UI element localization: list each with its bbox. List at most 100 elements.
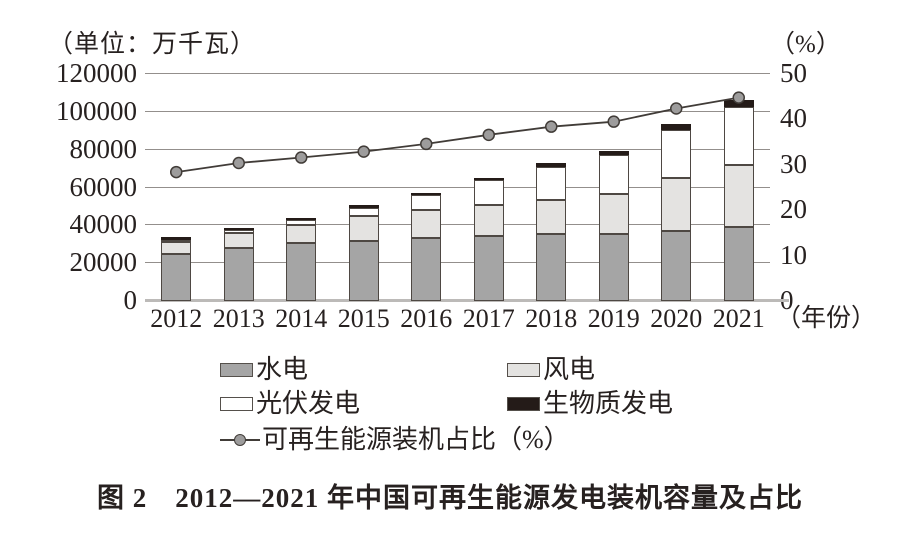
share-marker-2012 bbox=[170, 165, 183, 179]
bar-segment-biomass-2016 bbox=[411, 192, 442, 196]
legend-item-wind: 风电 bbox=[507, 357, 595, 383]
share-marker-2020 bbox=[670, 102, 683, 115]
gridline-20000 bbox=[145, 262, 770, 264]
left-tick-120000: 120000 bbox=[56, 58, 137, 88]
legend-row-1: 水电 风电 bbox=[220, 357, 595, 383]
x-axis-line bbox=[145, 299, 789, 302]
x-tick-2018: 2018 bbox=[525, 304, 578, 333]
share-marker-2019 bbox=[607, 115, 620, 128]
bar-segment-biomass-2014 bbox=[286, 217, 317, 221]
bar-segment-biomass-2015 bbox=[348, 205, 379, 208]
bar-segment-biomass-2019 bbox=[598, 150, 629, 156]
bar-segment-wind-2015 bbox=[348, 215, 379, 241]
x-tick-2017: 2017 bbox=[462, 304, 515, 333]
bar-segment-hydro-2019 bbox=[598, 233, 629, 301]
x-tick-2020: 2020 bbox=[650, 304, 703, 333]
solar-swatch-icon bbox=[220, 397, 253, 411]
bar-segment-hydro-2020 bbox=[661, 230, 692, 301]
bar-segment-hydro-2013 bbox=[223, 247, 254, 301]
bar-segment-solar-2018 bbox=[536, 166, 567, 200]
bar-segment-solar-2021 bbox=[723, 106, 754, 165]
bar-segment-hydro-2016 bbox=[411, 238, 442, 301]
hydro-swatch-icon bbox=[220, 363, 253, 377]
bar-segment-wind-2016 bbox=[411, 210, 442, 239]
right-tick-20: 20 bbox=[780, 194, 807, 225]
bar-segment-solar-2012 bbox=[161, 239, 192, 243]
bar-segment-hydro-2014 bbox=[286, 243, 317, 301]
bar-segment-wind-2013 bbox=[223, 233, 254, 248]
bar-segment-solar-2015 bbox=[348, 207, 379, 216]
bar-segment-solar-2016 bbox=[411, 195, 442, 211]
right-tick-10: 10 bbox=[780, 239, 807, 270]
gridline-100000 bbox=[145, 110, 770, 112]
share-marker-2013 bbox=[232, 156, 245, 170]
bar-segment-wind-2021 bbox=[723, 164, 754, 228]
figure-caption: 图 2 2012—2021 年中国可再生能源发电装机容量及占比 bbox=[97, 483, 803, 513]
bar-segment-wind-2018 bbox=[536, 199, 567, 235]
right-tick-30: 30 bbox=[780, 148, 807, 179]
left-tick-80000: 80000 bbox=[69, 133, 138, 164]
legend-label-share: 可再生能源装机占比（%） bbox=[262, 425, 570, 454]
bar-segment-biomass-2020 bbox=[661, 124, 692, 130]
right-tick-40: 40 bbox=[780, 103, 807, 134]
bar-segment-wind-2020 bbox=[661, 177, 692, 231]
gridline-120000 bbox=[145, 73, 770, 74]
bar-segment-biomass-2013 bbox=[223, 227, 254, 231]
bar-segment-solar-2017 bbox=[473, 180, 504, 205]
legend-item-biomass: 生物质发电 bbox=[507, 391, 673, 417]
bar-segment-wind-2019 bbox=[598, 193, 629, 234]
bar-segment-biomass-2021 bbox=[723, 99, 754, 107]
legend-item-share-line: 可再生能源装机占比（%） bbox=[220, 427, 570, 453]
x-tick-2021: 2021 bbox=[712, 304, 765, 333]
x-tick-2012: 2012 bbox=[150, 304, 203, 333]
bar-segment-hydro-2012 bbox=[161, 253, 192, 301]
left-tick-60000: 60000 bbox=[69, 171, 138, 202]
biomass-swatch-icon bbox=[507, 397, 540, 411]
x-tick-2014: 2014 bbox=[275, 304, 328, 333]
gridline-40000 bbox=[145, 224, 770, 226]
share-marker-2017 bbox=[482, 128, 495, 142]
legend-row-2: 光伏发电 生物质发电 bbox=[220, 391, 673, 417]
bar-segment-solar-2019 bbox=[598, 155, 629, 194]
bar-segment-biomass-2018 bbox=[536, 163, 567, 167]
wind-swatch-icon bbox=[507, 363, 540, 377]
bar-segment-hydro-2015 bbox=[348, 240, 379, 301]
legend-item-solar: 光伏发电 bbox=[220, 391, 507, 417]
legend-label-wind: 风电 bbox=[543, 355, 596, 384]
line-marker-icon bbox=[220, 433, 260, 447]
x-tick-2013: 2013 bbox=[212, 304, 265, 333]
bar-segment-wind-2014 bbox=[286, 225, 317, 244]
bar-segment-wind-2012 bbox=[161, 242, 192, 254]
x-axis-year-label: （年份） bbox=[776, 305, 877, 332]
bar-segment-biomass-2017 bbox=[473, 177, 504, 181]
bar-segment-solar-2013 bbox=[223, 230, 254, 234]
left-tick-40000: 40000 bbox=[69, 209, 138, 240]
left-tick-0: 0 bbox=[123, 285, 138, 315]
gridline-60000 bbox=[145, 186, 770, 188]
share-marker-2018 bbox=[545, 120, 558, 133]
legend-row-3: 可再生能源装机占比（%） bbox=[220, 427, 570, 453]
legend-label-solar: 光伏发电 bbox=[256, 389, 361, 418]
plot-area bbox=[145, 73, 789, 302]
bar-segment-solar-2020 bbox=[661, 129, 692, 178]
bar-segment-biomass-2012 bbox=[161, 237, 192, 240]
legend-label-hydro: 水电 bbox=[256, 355, 309, 384]
legend-item-hydro: 水电 bbox=[220, 357, 507, 383]
bar-segment-hydro-2021 bbox=[723, 227, 754, 301]
circle-marker-sample bbox=[234, 434, 246, 446]
left-axis-unit-label: （单位：万千瓦） bbox=[48, 31, 257, 58]
x-tick-2019: 2019 bbox=[587, 304, 640, 333]
left-tick-20000: 20000 bbox=[69, 247, 138, 278]
bar-segment-solar-2014 bbox=[286, 220, 317, 226]
share-marker-2014 bbox=[295, 151, 308, 164]
bar-segment-wind-2017 bbox=[473, 204, 504, 236]
x-tick-2015: 2015 bbox=[337, 304, 390, 333]
right-axis-unit-label: （%） bbox=[770, 31, 841, 58]
bar-segment-hydro-2018 bbox=[536, 234, 567, 301]
left-tick-100000: 100000 bbox=[56, 95, 137, 126]
share-line bbox=[176, 96, 739, 173]
legend-label-biomass: 生物质发电 bbox=[543, 389, 674, 418]
x-tick-2016: 2016 bbox=[400, 304, 453, 333]
right-tick-50: 50 bbox=[780, 58, 807, 88]
